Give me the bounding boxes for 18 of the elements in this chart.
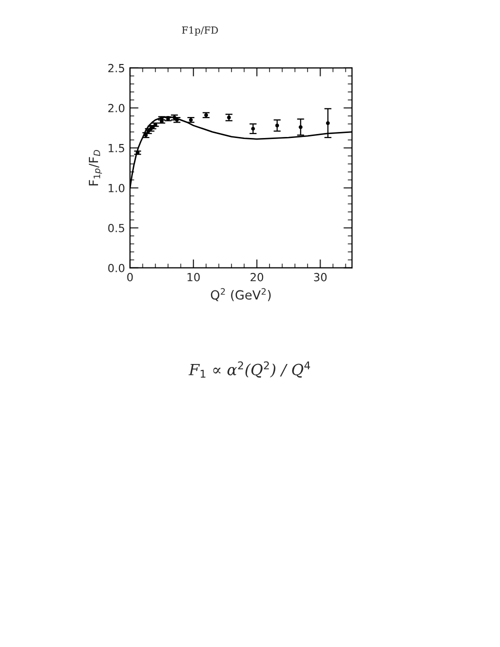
x-axis-title: Q$^{2}$ (GeV$^{2}$) <box>210 288 271 302</box>
y-tick-label: 1.0 <box>108 184 124 192</box>
point <box>326 121 330 126</box>
y-tick-label: 2.0 <box>108 104 124 112</box>
chart-title: F1p/FD <box>182 26 218 36</box>
x-tick-label: 0 <box>127 272 133 282</box>
x-tick-label: 10 <box>188 272 200 282</box>
y-tick-label: 0.5 <box>108 224 124 232</box>
x-tick-label: 20 <box>250 272 264 282</box>
y-tick-label: 2.5 <box>108 64 124 72</box>
text: F$_{1}$ ∝ α$^{2}$(Q$^{2}$) / Q$^{4}$ <box>188 361 310 378</box>
y-axis-title: F$_{1p}$/F$_{D}$ <box>88 150 102 186</box>
point <box>251 126 255 131</box>
point <box>298 125 303 130</box>
y-tick-label: 1.5 <box>108 144 124 152</box>
x-tick-label: 30 <box>314 272 327 282</box>
point <box>275 124 280 128</box>
y-tick-label: 0.0 <box>108 264 124 272</box>
